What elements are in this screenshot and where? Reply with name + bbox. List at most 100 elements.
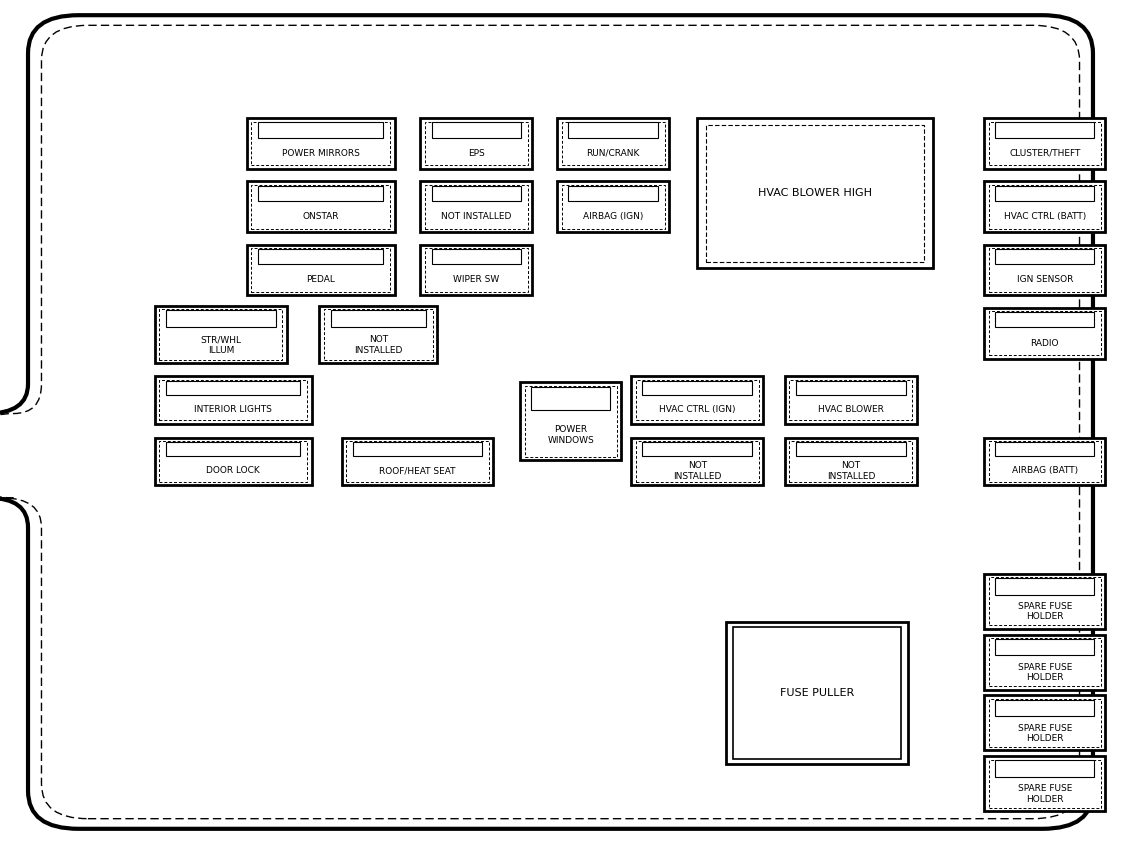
Text: POWER MIRRORS: POWER MIRRORS <box>281 149 360 158</box>
Bar <box>984 245 1105 295</box>
Bar <box>346 441 489 482</box>
Bar <box>989 311 1101 355</box>
Bar <box>319 306 437 363</box>
Bar <box>995 760 1094 776</box>
Bar <box>353 442 482 457</box>
Bar <box>989 185 1101 229</box>
Bar <box>155 376 312 424</box>
Text: ONSTAR: ONSTAR <box>303 212 339 221</box>
Bar <box>251 122 390 165</box>
Bar <box>984 635 1105 690</box>
Bar <box>989 638 1101 686</box>
Text: AIRBAG (IGN): AIRBAG (IGN) <box>583 212 643 221</box>
Bar <box>789 380 912 420</box>
Bar <box>636 380 759 420</box>
Bar <box>251 248 390 292</box>
Bar <box>562 122 665 165</box>
Bar <box>789 441 912 482</box>
Bar <box>785 438 917 485</box>
Bar <box>432 249 521 264</box>
Text: WIPER SW: WIPER SW <box>453 275 500 284</box>
Bar <box>258 122 383 138</box>
Bar <box>166 442 300 457</box>
Text: HVAC BLOWER: HVAC BLOWER <box>818 405 883 414</box>
Bar <box>557 118 669 169</box>
Text: NOT
INSTALLED: NOT INSTALLED <box>673 461 722 480</box>
Bar <box>159 309 282 360</box>
Bar <box>247 245 395 295</box>
Bar <box>562 185 665 229</box>
Bar <box>166 310 276 327</box>
Bar <box>989 577 1101 625</box>
Bar <box>642 381 752 395</box>
Bar <box>984 181 1105 232</box>
Bar <box>984 574 1105 629</box>
Bar <box>525 386 617 457</box>
Bar <box>258 249 383 264</box>
Bar <box>342 438 493 485</box>
Bar <box>331 310 426 327</box>
Bar <box>642 442 752 457</box>
Bar <box>995 122 1094 138</box>
Bar <box>531 387 610 410</box>
Bar <box>995 700 1094 716</box>
Bar <box>520 382 621 460</box>
Text: SPARE FUSE
HOLDER: SPARE FUSE HOLDER <box>1018 663 1072 682</box>
Bar <box>733 627 901 759</box>
Bar <box>258 186 383 201</box>
Text: CLUSTER/THEFT: CLUSTER/THEFT <box>1009 149 1081 158</box>
Bar <box>155 306 287 363</box>
Bar <box>155 438 312 485</box>
Bar <box>247 118 395 169</box>
Text: EPS: EPS <box>469 149 484 158</box>
Text: HVAC CTRL (BATT): HVAC CTRL (BATT) <box>1003 212 1086 221</box>
Text: STR/WHL
ILLUM: STR/WHL ILLUM <box>201 335 241 354</box>
Bar <box>420 181 532 232</box>
Text: RUN/CRANK: RUN/CRANK <box>586 149 640 158</box>
Bar <box>247 181 395 232</box>
Bar <box>989 699 1101 747</box>
Bar <box>706 125 924 262</box>
Bar <box>324 309 433 360</box>
Bar <box>568 122 658 138</box>
Bar <box>984 438 1105 485</box>
Text: FUSE PULLER: FUSE PULLER <box>780 688 854 698</box>
Text: NOT
INSTALLED: NOT INSTALLED <box>354 335 402 354</box>
Bar <box>995 312 1094 327</box>
Bar <box>995 249 1094 264</box>
Bar <box>432 122 521 138</box>
Bar <box>796 381 906 395</box>
Bar <box>726 622 908 764</box>
Bar <box>159 380 307 420</box>
Bar <box>785 376 917 424</box>
Bar <box>995 639 1094 655</box>
Text: INTERIOR LIGHTS: INTERIOR LIGHTS <box>194 405 272 414</box>
Bar <box>995 186 1094 201</box>
Bar <box>984 695 1105 750</box>
Bar <box>159 441 307 482</box>
Bar <box>636 441 759 482</box>
PathPatch shape <box>0 25 1080 819</box>
Bar <box>984 756 1105 811</box>
Text: RADIO: RADIO <box>1030 338 1059 348</box>
Bar <box>568 186 658 201</box>
Bar <box>631 376 763 424</box>
Text: SPARE FUSE
HOLDER: SPARE FUSE HOLDER <box>1018 784 1072 803</box>
Bar <box>995 578 1094 594</box>
Text: DOOR LOCK: DOOR LOCK <box>206 467 260 475</box>
Bar <box>432 186 521 201</box>
Bar <box>697 118 933 268</box>
Text: AIRBAG (BATT): AIRBAG (BATT) <box>1012 467 1077 475</box>
Bar <box>557 181 669 232</box>
Text: IGN SENSOR: IGN SENSOR <box>1017 275 1073 284</box>
Bar <box>984 308 1105 359</box>
Text: NOT
INSTALLED: NOT INSTALLED <box>826 461 876 480</box>
Bar <box>420 118 532 169</box>
Text: NOT INSTALLED: NOT INSTALLED <box>442 212 511 221</box>
Text: SPARE FUSE
HOLDER: SPARE FUSE HOLDER <box>1018 723 1072 743</box>
Bar <box>989 248 1101 292</box>
Bar <box>984 118 1105 169</box>
Bar <box>989 122 1101 165</box>
Bar <box>796 442 906 457</box>
Bar <box>631 438 763 485</box>
